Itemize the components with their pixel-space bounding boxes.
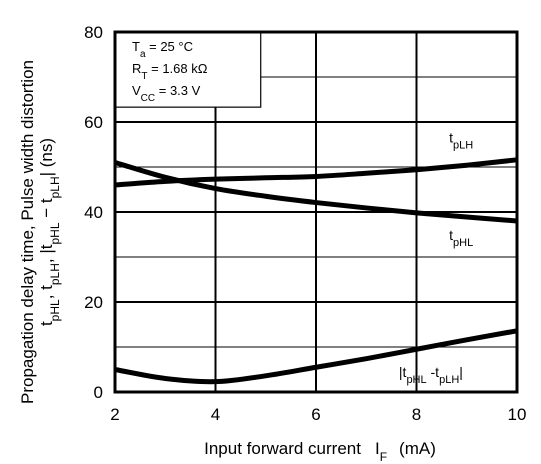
y-axis-title-line2: tpHL, tpLH, |tpHL − tpLH| (ns) <box>37 138 62 326</box>
x-axis-title: Input forward current IF (mA) <box>204 439 436 464</box>
x-tick-label-2: 2 <box>110 405 119 424</box>
series-label-2: |tpHL -tpLH| <box>399 364 463 386</box>
y-tick-label-40: 40 <box>84 203 103 222</box>
condition-text-1: RT = 1.68 kΩ <box>132 61 208 82</box>
series-lines <box>114 157 518 385</box>
series-labels: tpLH tpHL |tpHL -tpLH| <box>399 129 473 386</box>
plot-frame <box>113 30 519 394</box>
x-tick-label-4: 4 <box>211 405 220 424</box>
y-tick-label-60: 60 <box>84 113 103 132</box>
condition-text-2: VCC = 3.3 V <box>132 83 201 104</box>
series-line-1 <box>114 160 518 224</box>
series-label-1: tpHL <box>449 227 473 249</box>
plot-area-border <box>113 30 519 394</box>
x-tick-label-8: 8 <box>412 405 421 424</box>
y-tick-label-80: 80 <box>84 23 103 42</box>
y-axis-title-line1: Propagation delay time, Pulse width dist… <box>18 60 37 404</box>
condition-text-0: Ta = 25 °C <box>132 39 193 60</box>
y-tick-label-0: 0 <box>94 383 103 402</box>
series-line-2 <box>114 328 518 385</box>
grid <box>115 32 517 392</box>
x-tick-label-6: 6 <box>311 405 320 424</box>
tick-labels: 0 20 40 60 80 2 4 6 8 10 <box>84 23 526 424</box>
x-tick-label-10: 10 <box>508 405 527 424</box>
y-axis-title: Propagation delay time, Pulse width dist… <box>18 60 62 404</box>
y-tick-label-20: 20 <box>84 293 103 312</box>
series-label-0: tpLH <box>449 129 473 151</box>
